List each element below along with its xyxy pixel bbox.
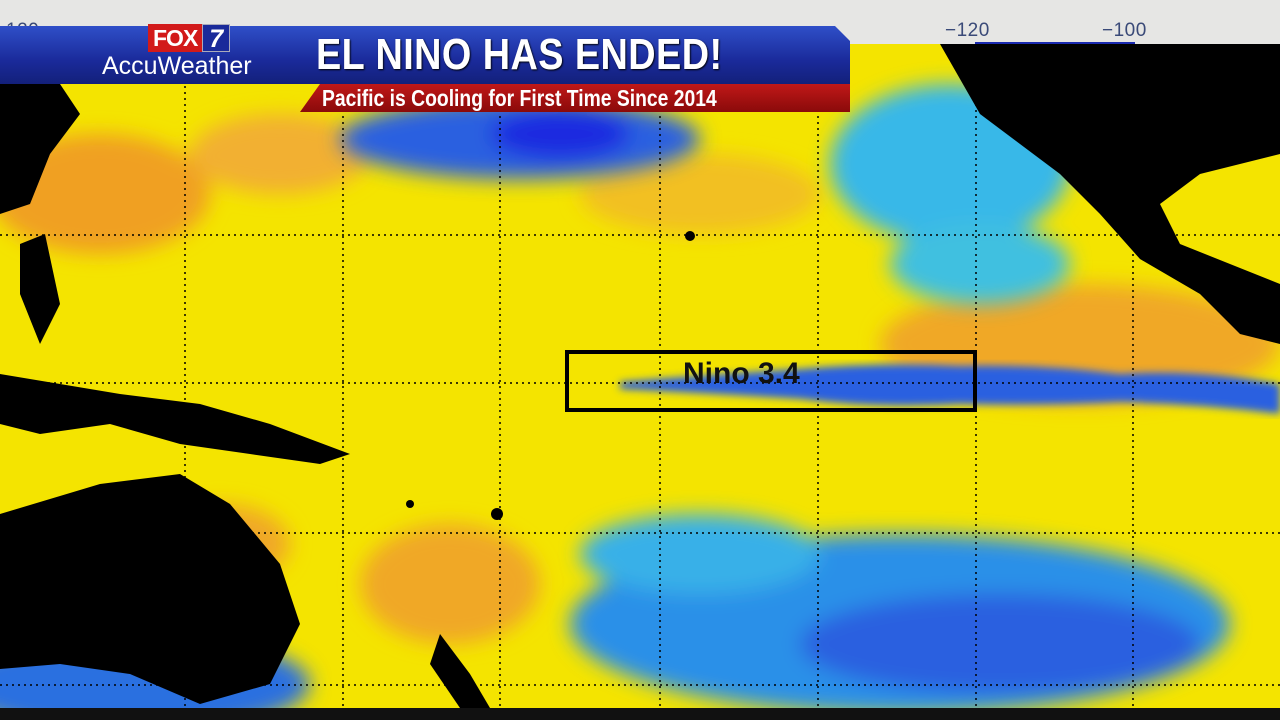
- headline-bar: [0, 26, 850, 84]
- fox7-logo: FOX 7: [148, 24, 231, 53]
- bottom-border: [0, 708, 1280, 720]
- axis-line: [975, 42, 1135, 45]
- sea-surface-temperature-map: [0, 44, 1280, 708]
- news-lower-third: FOX 7 AccuWeather EL NINO HAS ENDED! Pac…: [0, 22, 850, 112]
- station-name: FOX: [148, 24, 203, 52]
- philippines-landmass: [20, 234, 60, 344]
- asia-landmass: [0, 84, 80, 214]
- landmasses: [0, 44, 1280, 708]
- tick-label: −100: [1102, 20, 1147, 41]
- north-america-landmass: [940, 44, 1280, 344]
- cool-anomalies: [0, 84, 1230, 708]
- tick-label: −120: [945, 20, 990, 41]
- subheadline-bar: [300, 84, 850, 112]
- accuweather-brand: AccuWeather: [102, 52, 252, 80]
- nino-3-4-region-box: [565, 350, 977, 412]
- headline: EL NINO HAS ENDED!: [316, 30, 723, 79]
- nino-3-4-label: Nino 3.4: [683, 357, 800, 390]
- equatorial-cold-tongue: [620, 364, 1280, 414]
- subheadline: Pacific is Cooling for First Time Since …: [322, 85, 717, 111]
- lat-lon-grid: [0, 44, 1280, 708]
- new-zealand-landmass: [430, 634, 490, 708]
- new-guinea-landmass: [0, 374, 350, 464]
- australia-landmass: [0, 474, 300, 704]
- channel-number: 7: [202, 24, 231, 53]
